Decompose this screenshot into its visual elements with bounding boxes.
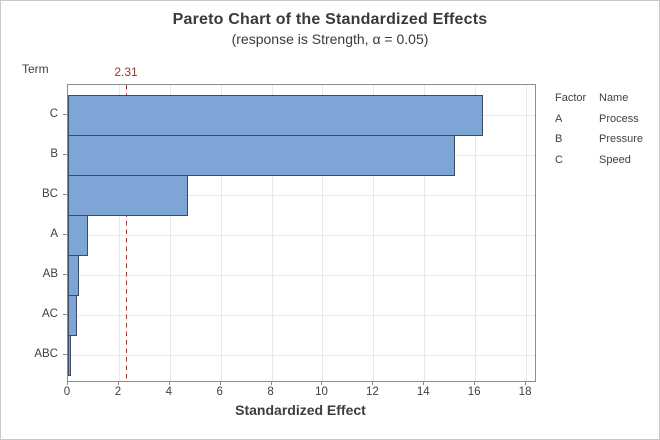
legend-factor: C	[555, 153, 563, 166]
y-tick-label: ABC	[34, 348, 58, 360]
vertical-gridline	[169, 85, 171, 381]
y-tick-label: A	[50, 228, 58, 240]
x-tick-mark	[372, 381, 374, 385]
legend-name: Speed	[599, 153, 631, 166]
y-tick-mark	[63, 194, 67, 195]
horizontal-gridline	[68, 235, 535, 236]
vertical-gridline	[271, 85, 273, 381]
x-tick-label: 12	[365, 386, 379, 398]
legend-factor: A	[555, 112, 563, 125]
legend-factor: B	[555, 133, 563, 146]
horizontal-gridline	[68, 355, 535, 356]
x-tick-mark	[270, 381, 272, 385]
y-tick-label: AC	[42, 308, 58, 320]
legend-name: Pressure	[599, 133, 644, 146]
bar-ab[interactable]	[68, 255, 80, 297]
x-tick-mark	[321, 381, 323, 385]
chart-title: Pareto Chart of the Standardized Effects	[172, 11, 488, 28]
x-tick-label: 4	[165, 386, 172, 398]
x-tick-label: 2	[114, 386, 122, 398]
y-tick-mark	[63, 274, 67, 275]
vertical-gridline	[118, 85, 120, 381]
vertical-gridline	[526, 85, 528, 381]
y-tick-mark	[63, 114, 67, 115]
legend-name: Process	[599, 112, 639, 125]
x-tick-label: 8	[267, 386, 274, 398]
bar-c[interactable]	[68, 95, 483, 137]
x-tick-label: 6	[216, 386, 223, 398]
horizontal-gridline	[68, 195, 535, 196]
vertical-gridline	[322, 85, 324, 381]
y-tick-mark	[63, 234, 67, 235]
legend-header-factor: Factor	[555, 92, 587, 105]
x-tick-label: 10	[315, 386, 328, 398]
x-axis-title: Standardized Effect	[235, 402, 366, 418]
y-tick-label: BC	[42, 188, 58, 200]
bar-ac[interactable]	[68, 295, 77, 337]
vertical-gridline	[220, 85, 222, 381]
horizontal-gridline	[68, 315, 535, 316]
y-tick-label: AB	[42, 268, 58, 280]
x-tick-mark	[525, 381, 527, 385]
bar-bc[interactable]	[68, 175, 188, 217]
x-tick-mark	[474, 381, 476, 385]
reference-line	[126, 85, 128, 381]
y-tick-label: B	[50, 148, 58, 160]
bar-b[interactable]	[68, 135, 455, 177]
chart-subtitle: (response is Strength, α = 0.05)	[231, 31, 429, 47]
x-tick-label: 16	[467, 386, 481, 398]
x-tick-label: 14	[416, 386, 430, 398]
horizontal-gridline	[68, 275, 535, 276]
y-tick-mark	[63, 154, 67, 155]
bar-abc[interactable]	[68, 335, 71, 377]
y-axis-title: Term	[22, 62, 49, 76]
factor-legend: Factor Name A Process B Pressure C Speed	[555, 88, 643, 170]
x-tick-label: 18	[518, 386, 532, 398]
plot-area	[67, 84, 536, 382]
vertical-gridline	[373, 85, 375, 381]
reference-line-label: 2.31	[114, 65, 138, 79]
y-tick-label: C	[49, 108, 58, 120]
y-tick-mark	[63, 354, 67, 355]
x-tick-mark	[423, 381, 425, 385]
vertical-gridline	[424, 85, 426, 381]
x-tick-mark	[219, 381, 221, 385]
x-tick-label: 0	[63, 386, 71, 398]
bar-a[interactable]	[68, 215, 89, 257]
x-tick-mark	[67, 381, 68, 385]
y-tick-mark	[63, 314, 67, 315]
x-tick-mark	[117, 381, 119, 385]
vertical-gridline	[475, 85, 477, 381]
legend-header-name: Name	[599, 92, 629, 105]
x-tick-mark	[168, 381, 170, 385]
